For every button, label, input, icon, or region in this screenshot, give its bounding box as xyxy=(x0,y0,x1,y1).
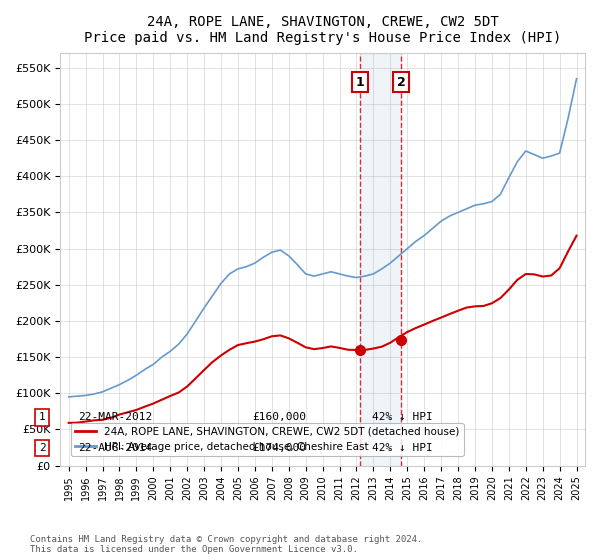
Text: 2: 2 xyxy=(38,443,46,453)
Text: 2: 2 xyxy=(397,76,406,88)
Text: 1: 1 xyxy=(38,412,46,422)
Legend: 24A, ROPE LANE, SHAVINGTON, CREWE, CW2 5DT (detached house), HPI: Average price,: 24A, ROPE LANE, SHAVINGTON, CREWE, CW2 5… xyxy=(71,423,464,456)
Text: £174,000: £174,000 xyxy=(252,443,306,453)
Text: 42% ↓ HPI: 42% ↓ HPI xyxy=(372,443,433,453)
Title: 24A, ROPE LANE, SHAVINGTON, CREWE, CW2 5DT
Price paid vs. HM Land Registry's Hou: 24A, ROPE LANE, SHAVINGTON, CREWE, CW2 5… xyxy=(84,15,561,45)
Text: £160,000: £160,000 xyxy=(252,412,306,422)
Text: 42% ↓ HPI: 42% ↓ HPI xyxy=(372,412,433,422)
Bar xyxy=(360,53,401,465)
Text: Contains HM Land Registry data © Crown copyright and database right 2024.
This d: Contains HM Land Registry data © Crown c… xyxy=(30,535,422,554)
Text: 22-AUG-2014: 22-AUG-2014 xyxy=(78,443,152,453)
Text: 1: 1 xyxy=(356,76,365,88)
Text: 22-MAR-2012: 22-MAR-2012 xyxy=(78,412,152,422)
